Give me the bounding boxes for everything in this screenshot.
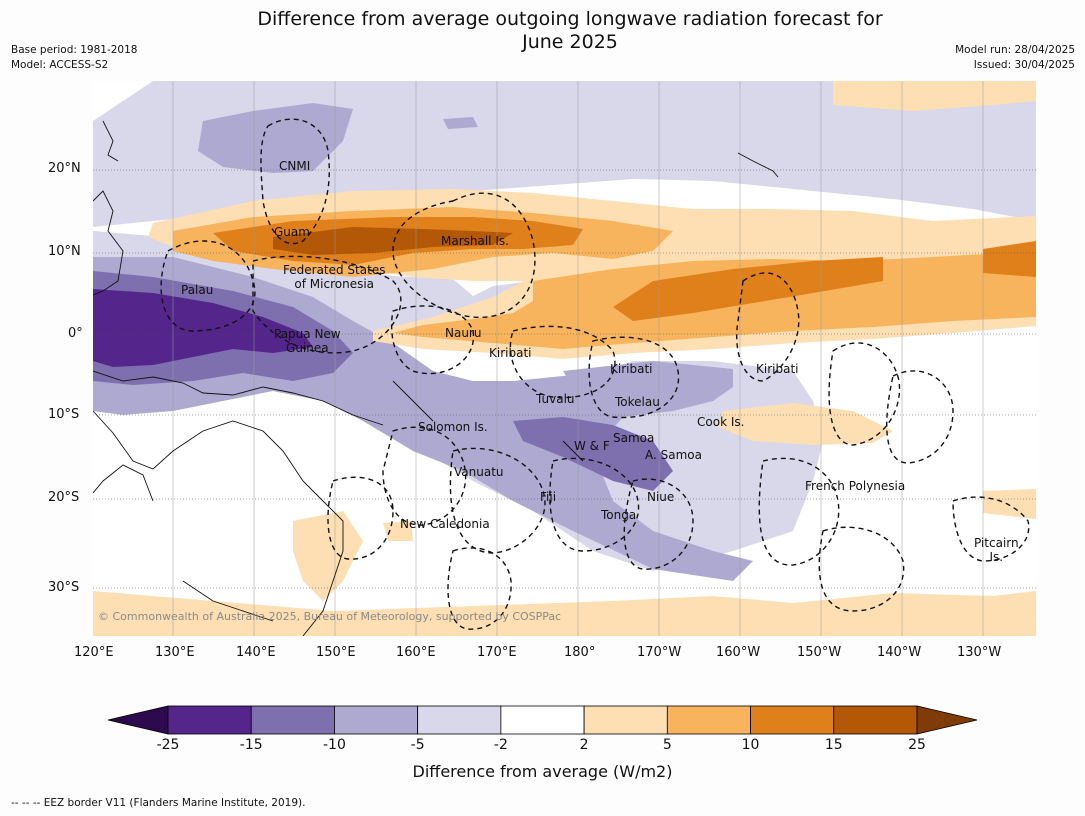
title-line-1: Difference from average outgoing longwav… <box>257 8 883 30</box>
lat-label-10n: 10°N <box>48 244 81 259</box>
lat-label-eq: 0° <box>68 326 83 341</box>
lon-label-120e: 120°E <box>74 645 114 660</box>
label-png-line1: Papua New <box>274 327 341 341</box>
label-pitcairn-line2: Is. <box>989 550 1004 564</box>
label-png-line2: Guinea <box>286 341 329 355</box>
lat-label-30s: 30°S <box>48 580 80 595</box>
lon-label-140w: 140°W <box>877 645 922 660</box>
anomaly-darkest-orange <box>273 227 513 255</box>
lon-label-160w: 160°W <box>716 645 761 660</box>
colorbar-segment <box>500 705 585 735</box>
colorbar-tick-label: -10 <box>323 737 346 753</box>
label-fsm-line2: of Micronesia <box>294 277 375 291</box>
lat-label-10s: 10°S <box>48 407 80 422</box>
meridian-lines <box>172 81 984 636</box>
colorbar-segment <box>334 705 419 735</box>
label-samoa: Samoa <box>613 431 655 445</box>
colorbar-arrow-low <box>107 705 169 735</box>
colorbar-tick-label: -15 <box>239 737 263 753</box>
label-tokelau: Tokelau <box>615 395 660 409</box>
label-kiribati-west: Kiribati <box>489 346 532 360</box>
lon-label-170w: 170°W <box>637 645 682 660</box>
label-png: Papua New Guinea <box>274 327 341 355</box>
colorbar-segment <box>167 705 252 735</box>
label-tuvalu: Tuvalu <box>536 392 575 406</box>
lon-label-150w: 150°W <box>797 645 842 660</box>
colorbar-tick-label: -5 <box>410 737 425 753</box>
label-nauru: Nauru <box>445 326 482 340</box>
colorbar-tick-label: 25 <box>908 737 926 753</box>
colorbar-tick-label: 10 <box>741 737 760 753</box>
label-pitcairn-line1: Pitcairn <box>974 536 1019 550</box>
colorbar-tick-label: 5 <box>662 737 672 753</box>
colorbar-arrow-high <box>916 705 978 735</box>
label-cook: Cook Is. <box>697 415 745 429</box>
label-solomon: Solomon Is. <box>418 420 488 434</box>
lat-label-20s: 20°S <box>48 490 80 505</box>
lon-label-130e: 130°E <box>155 645 195 660</box>
olr-anomaly-map <box>93 81 1036 636</box>
colorbar-segments <box>107 705 978 735</box>
lon-label-160e: 160°E <box>396 645 436 660</box>
label-wallis-futuna: W & F <box>574 439 610 453</box>
label-kiribati-east: Kiribati <box>756 362 799 376</box>
colorbar-segment <box>250 705 335 735</box>
label-tonga: Tonga <box>601 508 637 522</box>
colorbar-tick-label: -2 <box>493 737 508 753</box>
base-period: Base period: 1981-2018 <box>11 44 138 56</box>
label-pitcairn: Pitcairn Is. <box>974 536 1019 564</box>
label-guam: Guam <box>274 225 310 239</box>
colorbar-segment <box>750 705 835 735</box>
label-niue: Niue <box>647 490 675 504</box>
lon-label-170e: 170°E <box>477 645 517 660</box>
colorbar-segment <box>583 705 668 735</box>
label-marshall: Marshall Is. <box>441 234 509 248</box>
label-american-samoa: A. Samoa <box>645 448 702 462</box>
label-vanuatu: Vanuatu <box>454 465 504 479</box>
label-french-polynesia: French Polynesia <box>805 479 906 493</box>
title-line-2: June 2025 <box>522 31 618 53</box>
colorbar-segment <box>417 705 502 735</box>
anomaly-deepest-purple <box>93 289 313 367</box>
meta-left: Base period: 1981-2018 Model: ACCESS-S2 <box>11 43 137 73</box>
map-area <box>93 81 1036 636</box>
eez-footnote: -- -- -- EEZ border V11 (Flanders Marine… <box>11 797 306 809</box>
chart-title: Difference from average outgoing longwav… <box>200 8 940 54</box>
lon-label-180: 180° <box>564 645 596 660</box>
model-run: Model run: 28/04/2025 <box>955 44 1075 56</box>
issued-date: Issued: 30/04/2025 <box>973 59 1075 71</box>
label-fsm-line1: Federated States <box>283 263 386 277</box>
colorbar-title: Difference from average (W/m2) <box>412 762 673 781</box>
label-kiribati-central: Kiribati <box>610 362 653 376</box>
label-fsm: Federated States of Micronesia <box>283 263 385 291</box>
lon-label-150e: 150°E <box>316 645 356 660</box>
lon-label-140e: 140°E <box>236 645 276 660</box>
label-fiji: Fiji <box>540 490 557 504</box>
lat-label-20n: 20°N <box>48 161 81 176</box>
lon-label-130w: 130°W <box>957 645 1002 660</box>
eez-borders <box>160 118 1030 630</box>
meta-right: Model run: 28/04/2025 Issued: 30/04/2025 <box>955 43 1075 73</box>
label-palau: Palau <box>181 283 214 297</box>
colorbar-tick-label: 15 <box>824 737 843 753</box>
colorbar-segment <box>833 705 918 735</box>
colorbar-tick-label: 2 <box>579 737 589 753</box>
grid-lines <box>93 169 1036 589</box>
colorbar-tick-label: -25 <box>156 737 180 753</box>
copyright-notice: © Commonwealth of Australia 2025, Bureau… <box>98 610 562 623</box>
label-new-caledonia: New Caledonia <box>400 517 490 531</box>
model-name: Model: ACCESS-S2 <box>11 59 109 71</box>
coastlines <box>93 120 779 636</box>
colorbar-segment <box>666 705 751 735</box>
label-cnmi: CNMI <box>279 159 311 173</box>
